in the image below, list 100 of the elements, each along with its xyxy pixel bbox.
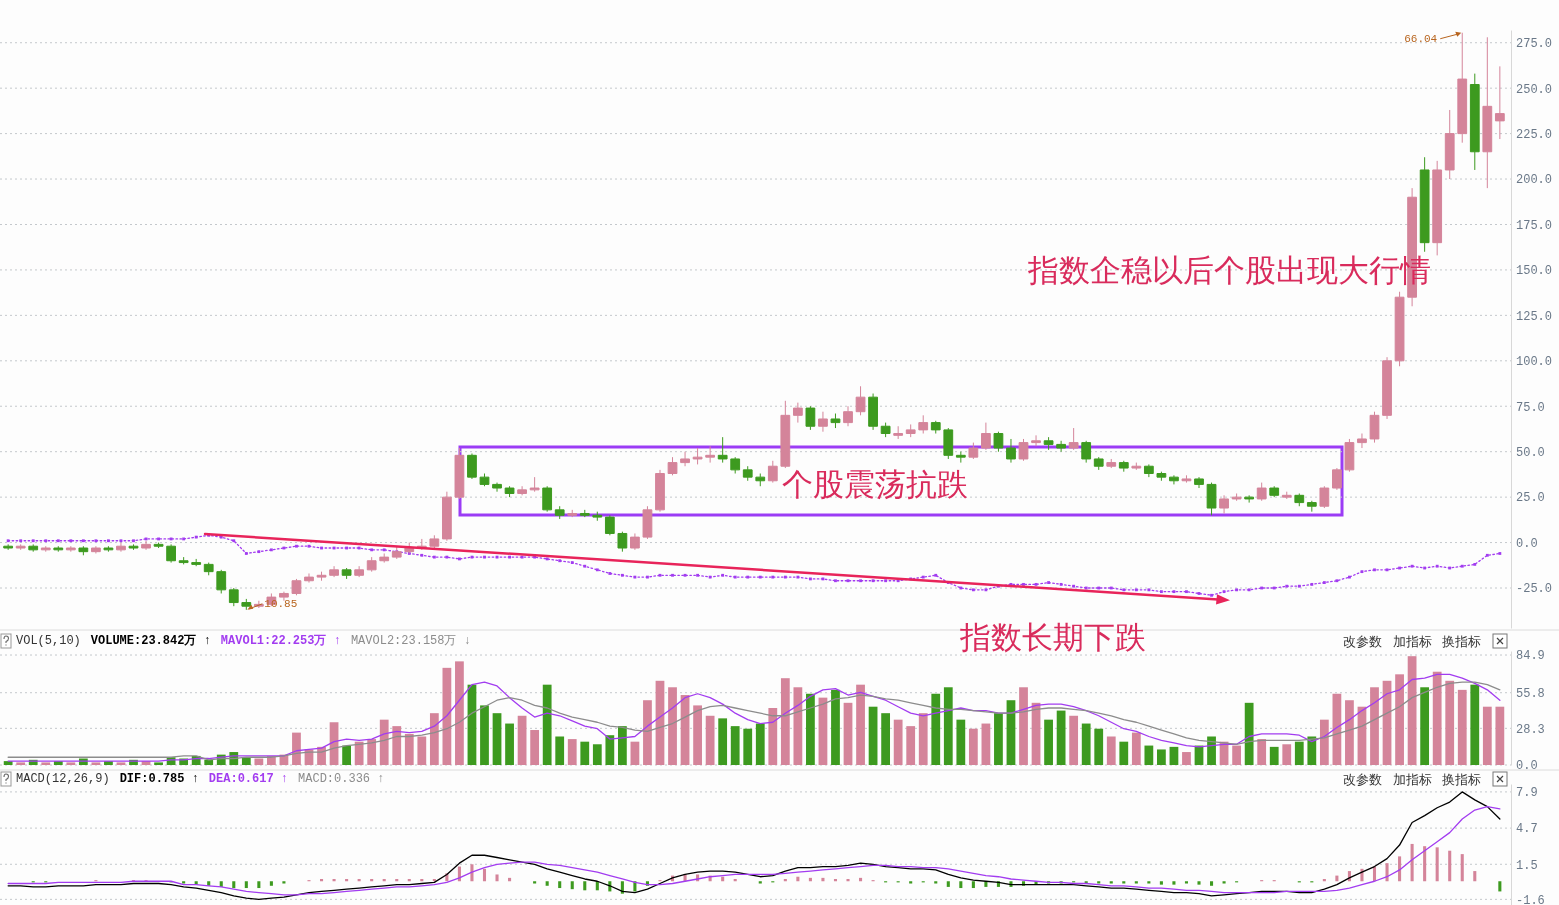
bar [232, 881, 236, 889]
bar [1207, 736, 1216, 765]
candlestick [579, 509, 590, 518]
y-tick-label: 175.0 [1516, 218, 1553, 233]
y-tick-label: -1.6 [1516, 893, 1545, 905]
candlestick [128, 543, 139, 551]
bar [1069, 715, 1079, 765]
bar [1119, 741, 1129, 765]
text: MAVOL1:22.253万 ↑ [220, 634, 341, 648]
bar [868, 706, 878, 765]
candlestick [667, 456, 678, 476]
candlestick [1281, 491, 1292, 500]
annotation: 个股震荡抗跌 [782, 466, 968, 502]
bar [282, 881, 286, 884]
bar [617, 726, 627, 765]
bar [743, 728, 753, 765]
bar [1319, 719, 1329, 765]
candlestick [1056, 440, 1066, 453]
candlestick [40, 545, 51, 553]
bar [1420, 687, 1430, 765]
annotation: 换指标 [1442, 771, 1481, 787]
bar [455, 661, 464, 765]
candlestick [341, 567, 352, 580]
text: VOLUME:23.842万 ↑ [90, 634, 211, 648]
bar [182, 881, 186, 884]
bar [367, 739, 377, 765]
candlestick [930, 420, 941, 435]
bar [1395, 674, 1404, 765]
bar [342, 745, 351, 765]
candlestick [868, 393, 878, 431]
candlestick [203, 562, 214, 576]
bar [956, 719, 966, 765]
bar [555, 736, 565, 765]
candlestick [830, 413, 841, 429]
bar [693, 705, 702, 765]
candlestick [379, 552, 390, 564]
bar [1257, 739, 1267, 765]
candlestick [1156, 471, 1167, 482]
candlestick [442, 491, 452, 542]
line-series [7, 791, 1501, 900]
bar [806, 693, 815, 765]
bar [1169, 746, 1179, 765]
bar [254, 758, 264, 765]
bar [859, 877, 863, 882]
line-series [7, 805, 1501, 896]
candlestick [1169, 474, 1179, 485]
candlestick [3, 543, 14, 551]
bar [821, 877, 825, 882]
bar [968, 728, 978, 765]
y-tick-label: 75.0 [1516, 400, 1545, 415]
annotation: 10.85 [264, 597, 298, 610]
bar [1122, 881, 1126, 884]
candlestick [717, 436, 728, 464]
bar [730, 726, 740, 765]
bar [567, 739, 577, 765]
candlestick [1256, 482, 1267, 502]
candlestick [1244, 494, 1255, 504]
candlestick [1018, 438, 1029, 462]
bar [981, 723, 991, 765]
candlestick [291, 578, 302, 596]
candlestick [1419, 156, 1430, 253]
bar [41, 762, 51, 765]
candlestick [279, 591, 289, 602]
bar [605, 735, 615, 765]
bar [442, 667, 452, 765]
candlestick [1006, 438, 1016, 464]
bar [1470, 684, 1480, 765]
bar [545, 881, 549, 886]
bar [893, 719, 903, 765]
bar [204, 759, 214, 765]
candlestick [1306, 500, 1317, 513]
bar [1445, 680, 1455, 765]
bar [292, 732, 301, 765]
candlestick [805, 405, 816, 431]
bar [705, 715, 715, 765]
candlestick [65, 545, 76, 553]
y-tick-label: 28.3 [1516, 722, 1545, 737]
y-tick-label: 1.5 [1516, 858, 1538, 873]
bar [1056, 710, 1066, 765]
annotation: 改参数 [1343, 771, 1382, 787]
chart-title: MACD(12,26,9) [16, 772, 110, 786]
bar [906, 726, 916, 765]
bar [542, 684, 552, 765]
candlestick [429, 534, 440, 549]
candlestick [542, 485, 553, 513]
bar [1232, 745, 1241, 765]
bar [1044, 719, 1053, 765]
candlestick [905, 423, 916, 438]
bar [1147, 881, 1151, 884]
bar [1269, 746, 1279, 765]
bar [1398, 856, 1402, 882]
bar [1294, 741, 1304, 765]
bar [630, 741, 640, 765]
bar [533, 881, 537, 884]
text: 加指标 [1393, 633, 1432, 649]
candlestick [1143, 463, 1154, 478]
y-tick-label: 84.9 [1516, 649, 1545, 664]
candlestick [15, 543, 26, 551]
candlestick [1206, 482, 1217, 516]
candlestick [993, 431, 1004, 453]
